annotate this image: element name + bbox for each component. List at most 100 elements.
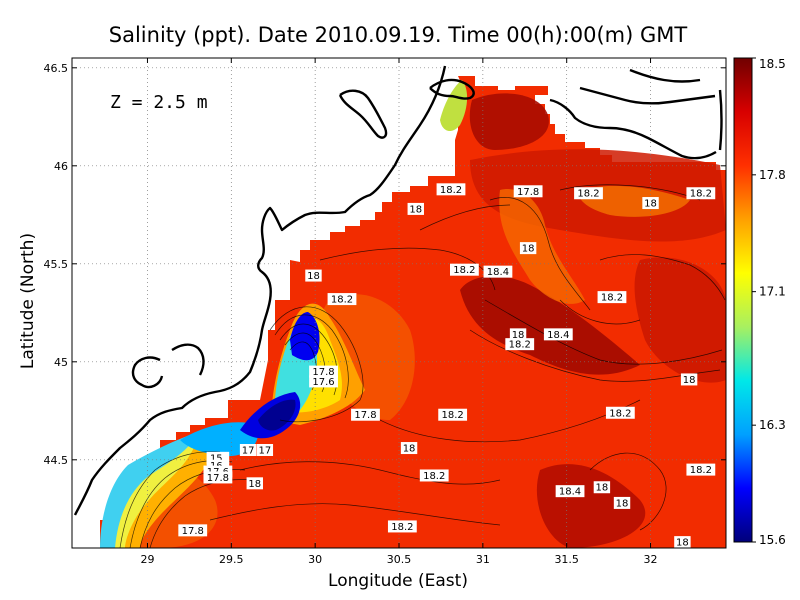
contour-label-text: 17.8 <box>207 473 229 484</box>
contour-label-background <box>438 408 468 421</box>
colorbar-tick-label: 18.5 <box>759 57 786 71</box>
contour-label: 18.2 <box>597 291 627 304</box>
contour-line <box>489 197 591 311</box>
contour-label-text: 17.8 <box>517 187 539 198</box>
contour-label-text: 18.4 <box>547 330 569 341</box>
contour-label-text: 17 <box>242 446 255 457</box>
chart-title: Salinity (ppt). Date 2010.09.19. Time 00… <box>109 23 688 47</box>
x-tick-label: 31 <box>476 553 490 566</box>
contour-label-background <box>327 293 357 306</box>
contour-label: 18.2 <box>387 520 417 533</box>
contour-label-text: 18 <box>616 498 629 509</box>
contour-label-background <box>351 408 380 421</box>
x-tick-label: 31.5 <box>554 553 579 566</box>
contour-line <box>559 184 701 201</box>
x-tick-label: 30.5 <box>387 553 412 566</box>
salinity-low-cyan-near-shore <box>180 422 259 457</box>
contour-label-text: 18.2 <box>331 295 353 306</box>
salinity-mid-band-2 <box>579 185 690 217</box>
contour-label-background <box>574 187 603 200</box>
contour-label: 18.2 <box>574 187 603 200</box>
contour-label: 18.2 <box>686 463 716 476</box>
contour-label-text: 18 <box>403 444 416 455</box>
contour-label-background <box>309 375 338 388</box>
y-tick-label: 45.5 <box>44 258 69 271</box>
salinity-min-core-3 <box>258 399 296 431</box>
contour-label: 18.2 <box>605 406 635 419</box>
contour-label: 17 <box>239 444 257 457</box>
contour-label-text: 18 <box>683 375 696 386</box>
salinity-high-core-central <box>460 275 640 375</box>
coastline-main <box>73 65 447 516</box>
coastline-river-delta <box>171 343 205 376</box>
contour-label-text: 18.2 <box>509 340 531 351</box>
contour-label-background <box>419 469 449 482</box>
contour-label: 17.8 <box>178 524 208 537</box>
contour-label-background <box>597 291 627 304</box>
contour-label: 18.2 <box>438 408 468 421</box>
contour-label: 18.2 <box>450 263 479 276</box>
x-tick-label: 29 <box>140 553 154 566</box>
contour-label: 17.6 <box>309 375 338 388</box>
contour-label-text: 18 <box>644 199 657 210</box>
contour-line <box>589 452 667 531</box>
coastline-lake-2 <box>429 78 475 100</box>
coastline-lagoon <box>131 356 164 389</box>
contour-label: 18.2 <box>419 469 449 482</box>
colorbar-tick-label: 15.6 <box>759 533 786 547</box>
contour-label: 18.4 <box>483 265 513 278</box>
contour-label: 17.8 <box>203 471 233 484</box>
contour-label-text: 18.2 <box>690 465 712 476</box>
salinity-min-core-1 <box>290 312 320 361</box>
contour-label-background <box>519 242 537 255</box>
grid-lines <box>72 58 726 548</box>
contour-line <box>119 451 221 548</box>
contour-label-text: 18 <box>307 271 320 282</box>
x-tick-label: 32 <box>644 553 658 566</box>
contour-label-text: 18 <box>409 204 422 215</box>
salinity-high-core-north <box>469 93 549 150</box>
x-axis-ticks: 29 29.5 30 30.5 31 31.5 32 <box>140 58 658 566</box>
contour-label-background <box>605 406 635 419</box>
y-tick-label: 44.5 <box>44 454 69 467</box>
coastline-east-1 <box>629 68 701 83</box>
contour-label: 17.8 <box>513 185 543 198</box>
contour-label-background <box>450 263 479 276</box>
contour-label-background <box>246 477 263 490</box>
contour-label-background <box>509 328 527 341</box>
contour-label-background <box>305 269 322 282</box>
contour-label: 18 <box>642 197 659 210</box>
contour-label-background <box>483 265 513 278</box>
contour-line <box>209 503 501 526</box>
contour-label: 18.2 <box>505 338 535 351</box>
salinity-high-band-east-2 <box>634 257 726 383</box>
x-axis-label: Longitude (East) <box>328 571 468 591</box>
contour-label: 18 <box>519 242 537 255</box>
colorbar-tick-label: 16.3 <box>759 418 786 432</box>
contour-line <box>149 479 256 548</box>
contour-label-text: 18.2 <box>423 471 445 482</box>
contour-label-text: 18.2 <box>690 189 712 200</box>
contour-label-text: 17.6 <box>312 377 334 388</box>
contour-label: 17.8 <box>309 365 338 378</box>
contour-label-text: 18.2 <box>391 522 413 533</box>
contour-label-background <box>680 373 698 386</box>
contour-label-text: 17.8 <box>182 526 204 537</box>
y-tick-label: 46.5 <box>44 62 69 75</box>
coastline-dnipro <box>579 86 716 105</box>
contour-label-text: 18.4 <box>559 487 581 498</box>
contour-label: 18 <box>305 269 322 282</box>
y-tick-label: 46 <box>54 160 68 173</box>
contour-line <box>484 299 723 365</box>
y-axis-ticks: 44.5 45 45.5 46 46.5 <box>44 62 726 467</box>
salinity-high-core-south <box>536 464 646 548</box>
contour-label: 18.2 <box>327 293 357 306</box>
contour-label-background <box>686 463 716 476</box>
contour-label: 18 <box>680 373 698 386</box>
contour-line <box>599 254 726 301</box>
contour-label: 18 <box>613 496 631 509</box>
contour-label-background <box>613 496 631 509</box>
contour-label-text: 17.8 <box>312 367 334 378</box>
contour-label: 18.4 <box>555 485 585 498</box>
